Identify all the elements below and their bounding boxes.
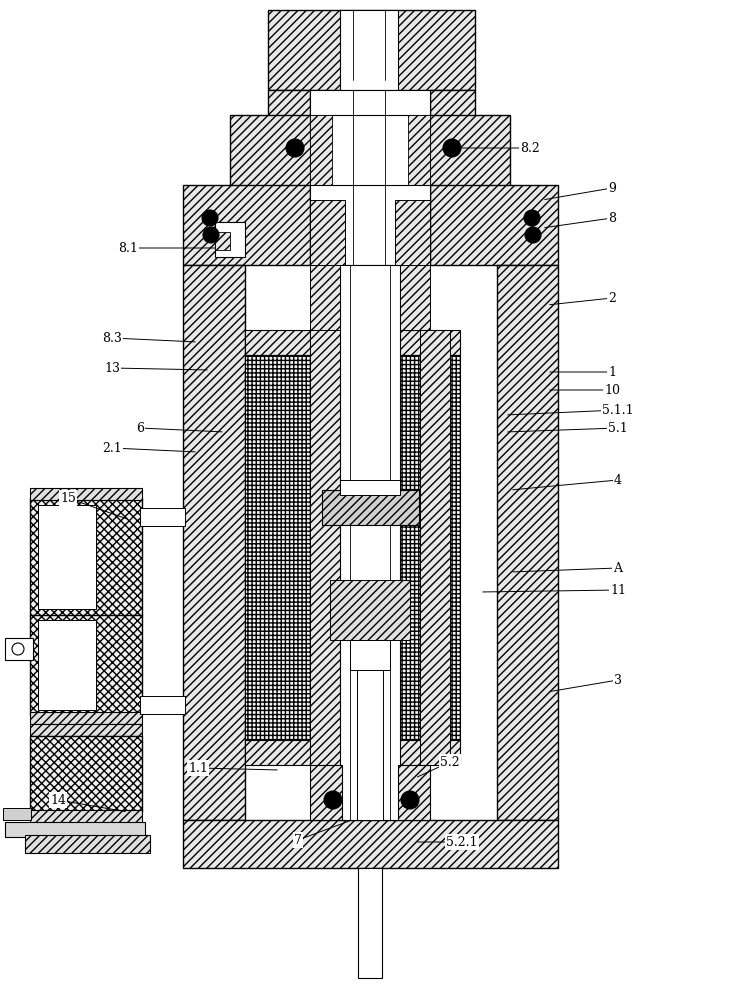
Circle shape [401,791,419,809]
Bar [310,765,342,820]
Bar [420,330,450,765]
Bar [183,820,558,868]
Text: 8.2: 8.2 [520,141,540,154]
Circle shape [12,643,24,655]
Bar [350,640,390,670]
Bar [497,265,558,820]
Bar [358,868,382,978]
Bar [245,355,310,740]
Bar [3,808,31,820]
Text: 15: 15 [60,491,76,504]
Bar [38,505,96,609]
Bar [310,330,340,765]
Circle shape [324,791,342,809]
Circle shape [286,139,304,157]
Text: 2.1: 2.1 [102,442,122,454]
Bar [395,200,430,265]
Text: 8: 8 [608,212,616,225]
Bar [330,580,410,640]
Circle shape [202,210,218,226]
Bar [140,508,185,526]
Bar [395,330,460,355]
Bar [408,115,430,200]
Bar [183,265,245,820]
Bar [30,810,142,825]
Bar [268,90,310,130]
Text: 3: 3 [614,674,622,686]
Bar [340,480,400,495]
Bar [245,740,310,765]
Text: 10: 10 [604,383,620,396]
Bar [395,740,460,765]
Bar [38,620,96,710]
Bar [322,490,419,525]
Text: 5.1.1: 5.1.1 [602,403,634,416]
Bar [230,115,510,200]
Bar [310,115,430,200]
Text: 9: 9 [608,182,616,194]
Bar [310,115,332,200]
Bar [400,265,430,330]
Bar [30,712,142,724]
Bar [25,835,150,853]
Text: 1: 1 [608,365,616,378]
Bar [5,822,145,837]
Bar [215,232,230,250]
Bar [395,355,460,740]
Bar [310,200,345,265]
Text: A: A [613,562,622,574]
Circle shape [203,227,219,243]
Bar [245,330,310,355]
Circle shape [525,227,541,243]
Bar [30,724,142,736]
Bar [398,765,430,820]
Bar [183,185,310,265]
Text: 5.2.1: 5.2.1 [446,836,478,848]
Bar [5,638,33,660]
Bar [30,615,142,715]
Text: 7: 7 [294,834,302,846]
Bar [310,265,340,330]
Bar [268,10,475,90]
Text: 8.1: 8.1 [118,241,138,254]
Bar [310,90,430,130]
Circle shape [443,139,461,157]
Text: 1.1: 1.1 [188,762,208,774]
Text: 6: 6 [136,422,144,434]
Bar [340,10,398,90]
Text: 8.3: 8.3 [102,332,122,344]
Text: 11: 11 [610,584,626,596]
Bar [30,498,142,616]
Text: 5.2: 5.2 [440,756,460,768]
Bar [430,185,558,265]
Bar [140,696,185,714]
Bar [340,265,400,820]
Text: 5.1: 5.1 [608,422,628,434]
Text: 14: 14 [50,794,66,806]
Bar [357,670,383,820]
Text: 13: 13 [104,361,120,374]
Bar [430,90,475,130]
Text: 2: 2 [608,292,616,304]
Bar [30,488,142,500]
Bar [30,736,142,812]
Bar [215,222,245,257]
Circle shape [524,210,540,226]
Text: 4: 4 [614,474,622,487]
Bar [310,185,430,265]
